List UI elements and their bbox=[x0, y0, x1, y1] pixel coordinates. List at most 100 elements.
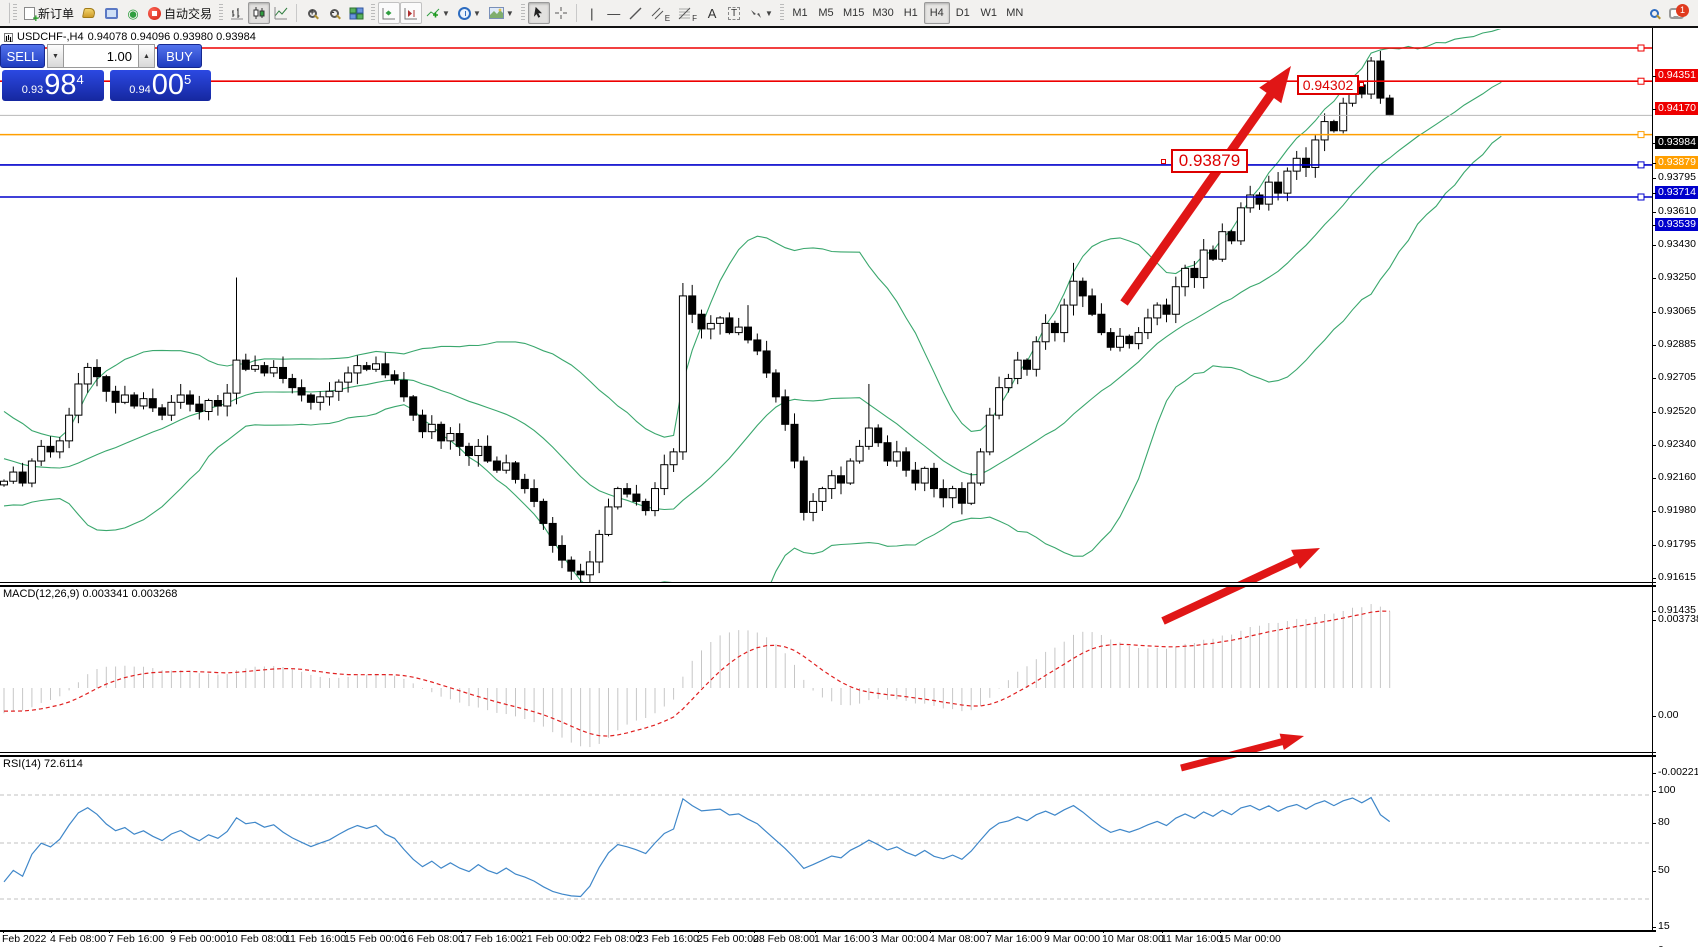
timeframe-m15-button[interactable]: M15 bbox=[842, 7, 865, 19]
sell-price-button[interactable]: 0.93 98 4 bbox=[2, 70, 104, 101]
time-axis-tick bbox=[227, 930, 228, 933]
bar-chart-button[interactable] bbox=[226, 2, 248, 24]
candles-layer bbox=[0, 50, 1394, 582]
horizontal-line-button[interactable]: — bbox=[603, 2, 625, 24]
candlestick-chart-button[interactable] bbox=[248, 2, 271, 24]
crosshair-button[interactable] bbox=[550, 2, 572, 24]
timeframe-d1-button[interactable]: D1 bbox=[955, 7, 970, 19]
price-axis-label: 0.93430 bbox=[1658, 238, 1696, 250]
timeframe-h1-button[interactable]: H1 bbox=[903, 7, 918, 19]
candle bbox=[734, 326, 743, 334]
timeframe-w1-button[interactable]: W1 bbox=[980, 7, 998, 19]
periods-button[interactable]: ▼ bbox=[454, 2, 485, 24]
zoom-out-button[interactable]: - bbox=[323, 2, 345, 24]
trendline-button[interactable] bbox=[625, 2, 647, 24]
trend-arrow[interactable] bbox=[1120, 90, 1276, 306]
candle bbox=[1162, 304, 1171, 315]
price-axis-label: 0.93610 bbox=[1658, 204, 1696, 217]
metaeditor-button[interactable] bbox=[78, 2, 100, 24]
timeframe-m1-button[interactable]: M1 bbox=[792, 7, 808, 19]
buy-button[interactable]: BUY bbox=[157, 44, 202, 68]
timeframe-m30-button[interactable]: M30 bbox=[872, 7, 894, 19]
candle bbox=[409, 396, 418, 416]
candle bbox=[930, 467, 938, 490]
cursor-button[interactable] bbox=[527, 2, 550, 24]
chart-region: USDCHF-,H4 0.94078 0.94096 0.93980 0.939… bbox=[0, 28, 1698, 947]
buy-price-button[interactable]: 0.94 00 5 bbox=[109, 70, 211, 101]
autoscroll-button[interactable] bbox=[378, 2, 401, 24]
trend-arrow-head[interactable] bbox=[1279, 733, 1304, 751]
signals-button[interactable]: ◉ bbox=[122, 2, 144, 24]
terminal-button[interactable] bbox=[100, 2, 122, 24]
tile-windows-icon bbox=[349, 7, 364, 19]
zoom-in-button[interactable]: + bbox=[301, 2, 323, 24]
autotrading-button[interactable]: 自动交易 bbox=[144, 2, 216, 24]
time-axis-tick bbox=[3, 930, 4, 933]
candle bbox=[269, 366, 278, 374]
candle bbox=[111, 390, 120, 403]
candle bbox=[1097, 313, 1106, 334]
pane-separator[interactable] bbox=[0, 752, 1656, 757]
line-handle[interactable] bbox=[1637, 161, 1645, 169]
chart-shift-button[interactable] bbox=[400, 2, 423, 24]
volume-decrease-button[interactable]: ▼ bbox=[47, 44, 64, 68]
channel-button[interactable]: E bbox=[647, 2, 674, 24]
candle bbox=[437, 423, 446, 442]
candle bbox=[1218, 231, 1227, 260]
time-axis-label: 9 Mar 00:00 bbox=[1044, 933, 1101, 945]
sell-button[interactable]: SELL bbox=[0, 44, 45, 68]
annotation-handle[interactable] bbox=[1359, 82, 1364, 87]
ohlc-values: 0.94078 0.94096 0.93980 0.93984 bbox=[87, 31, 256, 43]
search-button[interactable] bbox=[1643, 2, 1665, 24]
pane-separator[interactable] bbox=[0, 582, 1656, 587]
line-handle[interactable] bbox=[1637, 44, 1645, 52]
notifications-button[interactable]: 1 bbox=[1665, 2, 1689, 24]
indicators-button[interactable]: ▼ bbox=[422, 2, 454, 24]
candle bbox=[1088, 295, 1097, 315]
time-axis-tick bbox=[403, 930, 404, 933]
candle bbox=[55, 440, 64, 453]
trend-arrow-head[interactable] bbox=[1259, 66, 1291, 104]
rsi-axis-label: 80 bbox=[1658, 816, 1670, 828]
chart-canvas[interactable] bbox=[0, 28, 1698, 947]
candle bbox=[660, 464, 669, 490]
timeframe-h4-button[interactable]: H4 bbox=[923, 2, 950, 24]
candle bbox=[176, 394, 185, 403]
trend-arrow-head[interactable] bbox=[1291, 548, 1320, 569]
candlestick-icon bbox=[253, 7, 265, 19]
line-chart-button[interactable] bbox=[270, 2, 292, 24]
candle bbox=[1264, 181, 1273, 205]
text-label-button[interactable]: T bbox=[723, 2, 745, 24]
line-handle[interactable] bbox=[1637, 77, 1645, 85]
candle bbox=[232, 359, 241, 394]
new-order-button[interactable]: 新订单 bbox=[20, 2, 78, 25]
timeframe-m5-button[interactable]: M5 bbox=[818, 7, 834, 19]
trend-arrow[interactable] bbox=[1161, 554, 1300, 625]
templates-button[interactable]: ▼ bbox=[485, 2, 518, 24]
line-handle[interactable] bbox=[1637, 131, 1645, 139]
volume-increase-button[interactable]: ▲ bbox=[138, 44, 155, 68]
price-annotation-93879[interactable]: 0.93879 bbox=[1171, 149, 1248, 173]
candle bbox=[1041, 322, 1050, 343]
indicators-icon bbox=[426, 8, 440, 17]
annotation-handle[interactable] bbox=[1161, 159, 1166, 164]
line-handle[interactable] bbox=[1637, 193, 1645, 201]
volume-input[interactable] bbox=[64, 44, 138, 68]
price-axis-label: 0.92520 bbox=[1658, 404, 1696, 417]
dropdown-caret-icon: ▼ bbox=[442, 8, 450, 18]
vertical-line-button[interactable]: | bbox=[581, 2, 603, 24]
candle bbox=[353, 365, 362, 374]
fibonacci-button[interactable]: F bbox=[674, 2, 701, 24]
candle bbox=[427, 423, 436, 433]
timeframe-mn-button[interactable]: MN bbox=[1006, 7, 1024, 19]
time-axis-tick bbox=[698, 930, 699, 933]
rsi-value: 72.6114 bbox=[43, 758, 83, 770]
candle bbox=[474, 445, 483, 457]
text-button[interactable]: A bbox=[701, 2, 723, 24]
candle bbox=[1050, 322, 1059, 334]
time-axis-tick bbox=[522, 930, 523, 933]
arrows-button[interactable]: ▼ bbox=[745, 2, 777, 24]
macd-axis-label: -0.002215 bbox=[1658, 766, 1698, 778]
price-annotation-94302[interactable]: 0.94302 bbox=[1297, 75, 1359, 95]
tile-windows-button[interactable] bbox=[345, 2, 368, 24]
